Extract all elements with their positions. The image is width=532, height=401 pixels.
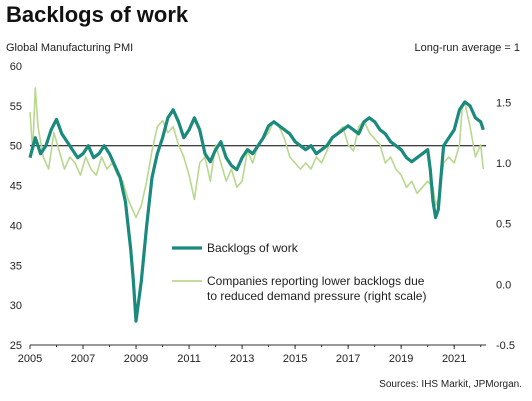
left-tick-label: 35: [10, 260, 22, 272]
legend-label-lower-backlogs: Companies reporting lower backlogs due: [207, 274, 425, 288]
left-tick-label: 45: [10, 181, 22, 193]
axes-group: 2005 2007 2009 2011 2013 2015 2017 2019 2021 60 55…: [10, 61, 515, 365]
x-tick-label: 2019: [389, 353, 413, 365]
x-tick-label: 2017: [336, 353, 360, 365]
right-tick-label: 1.0: [496, 158, 511, 170]
right-tick-label: -0.5: [496, 340, 515, 352]
right-tick-label: 1.5: [496, 97, 511, 109]
left-tick-label: 30: [10, 300, 22, 312]
left-tick-label: 50: [10, 141, 22, 153]
left-axis-title: Global Manufacturing PMI: [6, 42, 134, 54]
left-tick-label: 55: [10, 101, 22, 113]
chart-title: Backlogs of work: [6, 2, 189, 27]
left-tick-label: 25: [10, 340, 22, 352]
legend: Backlogs of work Companies reporting lowe…: [172, 241, 426, 303]
x-tick-label: 2009: [124, 353, 148, 365]
left-tick-label: 60: [10, 61, 22, 73]
x-tick-label: 2007: [71, 353, 95, 365]
legend-label-backlogs: Backlogs of work: [207, 241, 299, 255]
right-tick-label: 0.5: [496, 219, 511, 231]
series-line-backlogs-of-work: [28, 100, 485, 323]
x-tick-label: 2015: [283, 353, 307, 365]
x-tick-label: 2021: [442, 353, 466, 365]
legend-label-lower-backlogs-line2: to reduced demand pressure (right scale): [207, 289, 426, 303]
source-note: Sources: IHS Markit, JPMorgan.: [379, 379, 522, 390]
series-layer: [28, 87, 485, 323]
x-tick-label: 2011: [177, 353, 201, 365]
right-tick-label: 0.0: [496, 279, 511, 291]
right-axis-title: Long-run average = 1: [414, 42, 521, 54]
left-tick-label: 40: [10, 220, 22, 232]
x-tick-label: 2005: [18, 353, 42, 365]
x-tick-label: 2013: [230, 353, 254, 365]
